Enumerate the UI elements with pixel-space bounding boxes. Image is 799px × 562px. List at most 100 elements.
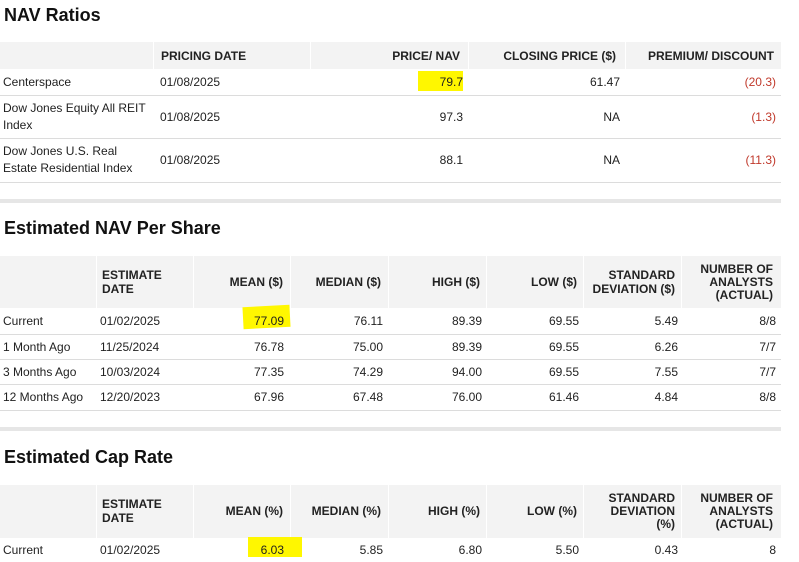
cap-header-row (0, 485, 781, 538)
row-label: Current (3, 314, 44, 328)
col-divider (388, 256, 389, 308)
header-estimate[interactable]: ESTIMATE (102, 497, 162, 511)
nav-row-closing: NA (603, 110, 620, 124)
header-mean[interactable]: MEAN ($) (229, 275, 283, 289)
header-median[interactable]: MEDIAN (%) (311, 504, 381, 518)
col-divider (96, 256, 97, 308)
header-num-analysts[interactable]: NUMBER OF (700, 262, 773, 276)
nav-row-date: 01/08/2025 (160, 153, 221, 167)
row-divider (0, 138, 781, 139)
nav-row-closing: NA (603, 153, 620, 167)
header-pricing-date[interactable]: PRICING DATE (161, 49, 247, 63)
header-std-dev[interactable]: STANDARD (608, 268, 675, 282)
col-divider (290, 256, 291, 308)
row-mean: 6.03 (260, 543, 284, 557)
header-price-nav[interactable]: PRICE/ NAV (392, 49, 460, 63)
row-std-dev: 0.43 (654, 543, 678, 557)
header-date[interactable]: DATE (102, 282, 134, 296)
header-closing-price[interactable]: CLOSING PRICE ($) (503, 49, 616, 63)
highlight-mark (418, 71, 463, 91)
header-low[interactable]: LOW ($) (531, 275, 577, 289)
header-median[interactable]: MEDIAN ($) (315, 275, 381, 289)
row-median: 75.00 (352, 340, 383, 354)
row-num-analysts: 8 (769, 543, 776, 557)
header-mean[interactable]: MEAN (%) (225, 504, 283, 518)
header-low[interactable]: LOW (%) (527, 504, 577, 518)
row-label: Current (3, 543, 44, 557)
col-divider (486, 256, 487, 308)
nav-row-premium: (20.3) (744, 75, 776, 89)
row-std-dev: 4.84 (654, 390, 678, 404)
col-divider (193, 256, 194, 308)
row-low: 69.55 (548, 314, 579, 328)
row-high: 89.39 (451, 340, 482, 354)
header-std-dev[interactable]: STANDARD (608, 491, 675, 505)
col-divider (310, 42, 311, 69)
row-date: 11/25/2024 (100, 340, 160, 354)
header-num-analysts-cont: (ACTUAL) (715, 517, 773, 531)
nav-row-price-nav: 79.7 (439, 75, 463, 89)
row-std-dev: 5.49 (654, 314, 678, 328)
row-low: 61.46 (548, 390, 579, 404)
row-mean: 77.35 (253, 365, 284, 379)
nav-row-price-nav: 97.3 (439, 110, 463, 124)
header-std-dev-cont: (%) (656, 517, 675, 531)
row-num-analysts: 7/7 (759, 365, 776, 379)
header-high[interactable]: HIGH ($) (432, 275, 480, 289)
row-high: 94.00 (451, 365, 482, 379)
header-num-analysts-cont: (ACTUAL) (715, 288, 773, 302)
col-divider (193, 485, 194, 538)
nav-row-name-cont: Index (3, 118, 33, 132)
row-divider (0, 410, 781, 411)
row-mean: 67.96 (253, 390, 284, 404)
col-divider (583, 485, 584, 538)
row-divider (0, 334, 781, 335)
header-num-analysts-cont: ANALYSTS (709, 504, 773, 518)
row-mean: 77.09 (253, 314, 284, 328)
col-divider (290, 485, 291, 538)
nav-row-name: Dow Jones U.S. Real (3, 144, 118, 158)
header-std-dev-cont: DEVIATION ($) (592, 282, 675, 296)
cap-rate-title: Estimated Cap Rate (4, 447, 174, 467)
col-divider (468, 42, 469, 69)
row-num-analysts: 8/8 (759, 314, 776, 328)
row-high: 6.80 (458, 543, 482, 557)
nav-row-date: 01/08/2025 (160, 110, 221, 124)
row-num-analysts: 7/7 (759, 340, 776, 354)
est-nav-header-row (0, 256, 781, 308)
nav-row-premium: (1.3) (751, 110, 776, 124)
row-date: 01/02/2025 (100, 314, 161, 328)
nav-row-name-cont: Estate Residential Index (3, 161, 133, 175)
col-divider (388, 485, 389, 538)
row-high: 89.39 (451, 314, 482, 328)
col-divider (625, 42, 626, 69)
col-divider (96, 485, 97, 538)
header-num-analysts-cont: ANALYSTS (709, 275, 773, 289)
row-label: 1 Month Ago (3, 340, 71, 354)
row-divider (0, 384, 781, 385)
col-divider (681, 256, 682, 308)
col-divider (153, 42, 154, 69)
row-low: 69.55 (548, 340, 579, 354)
header-num-analysts[interactable]: NUMBER OF (700, 491, 773, 505)
header-date[interactable]: DATE (102, 511, 134, 525)
row-date: 10/03/2024 (100, 365, 161, 379)
est-nav-title: Estimated NAV Per Share (4, 218, 221, 238)
nav-row-price-nav: 88.1 (439, 153, 463, 167)
section-separator (0, 199, 781, 203)
nav-row-closing: 61.47 (589, 75, 620, 89)
header-premium-discount[interactable]: PREMIUM/ DISCOUNT (648, 49, 774, 63)
row-median: 76.11 (353, 314, 383, 328)
row-divider (0, 95, 781, 96)
header-estimate[interactable]: ESTIMATE (102, 268, 162, 282)
header-high[interactable]: HIGH (%) (428, 504, 480, 518)
row-mean: 76.78 (253, 340, 284, 354)
nav-ratios-title: NAV Ratios (4, 5, 101, 25)
row-low: 5.50 (555, 543, 579, 557)
row-median: 67.48 (352, 390, 383, 404)
row-divider (0, 359, 781, 360)
row-std-dev: 7.55 (654, 365, 678, 379)
nav-row-name: Centerspace (3, 75, 72, 89)
nav-row-name: Dow Jones Equity All REIT (3, 101, 146, 115)
row-label: 12 Months Ago (3, 390, 84, 404)
